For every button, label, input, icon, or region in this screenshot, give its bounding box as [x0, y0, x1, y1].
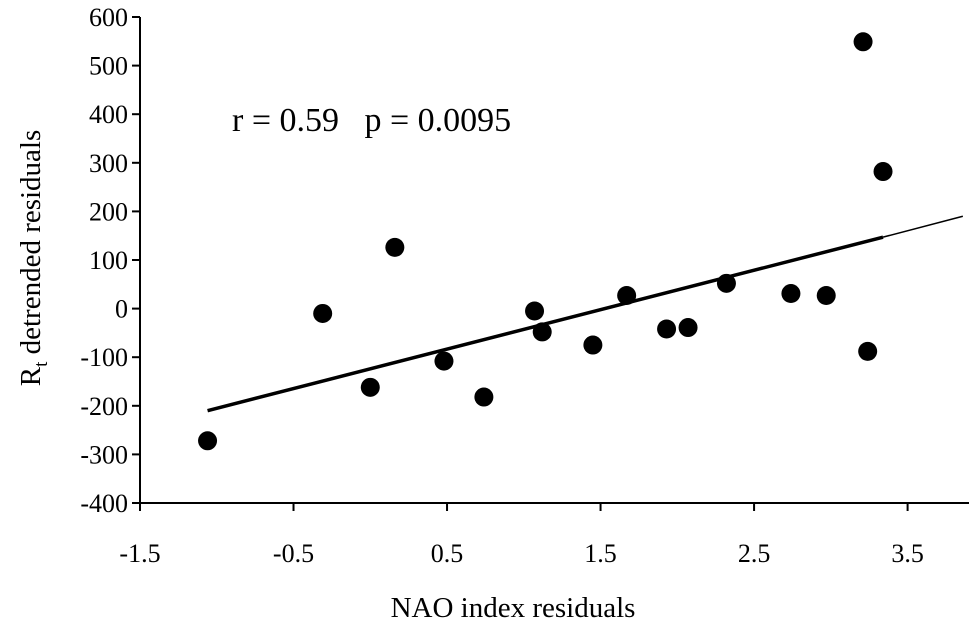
data-point: [360, 377, 380, 397]
data-point: [474, 387, 494, 407]
data-point: [385, 237, 405, 257]
data-point: [532, 322, 552, 342]
y-tick-label: -200: [80, 392, 128, 421]
x-tick-label: -1.5: [119, 539, 160, 568]
data-point: [583, 335, 603, 355]
y-tick-label: -400: [80, 489, 128, 518]
x-tick-label: 3.5: [891, 539, 924, 568]
y-axis-title-rest: detrended residuals: [15, 130, 47, 362]
y-tick-label: 200: [89, 197, 128, 226]
y-tick-label: 400: [89, 100, 128, 129]
data-point: [853, 32, 873, 52]
y-axis-title-subscript: t: [31, 361, 52, 367]
y-axis-ticks: -400 -300 -200 -100 0 100 200 300 400 500 600: [80, 3, 140, 518]
y-tick-label: 500: [89, 52, 128, 81]
y-axis-title-main: R: [15, 366, 47, 386]
correlation-annotation: r = 0.59 p = 0.0095: [232, 102, 511, 139]
data-point: [525, 301, 545, 321]
data-point: [816, 285, 836, 305]
y-tick-label: -300: [80, 440, 128, 469]
data-point: [657, 319, 677, 339]
data-point: [858, 341, 878, 361]
data-point: [313, 303, 333, 323]
x-axis-title: NAO index residuals: [391, 592, 636, 624]
x-axis-ticks: -1.5 -0.5 0.5 1.5 2.5 3.5: [119, 503, 924, 568]
y-axis-title: Rt detrended residuals: [15, 130, 52, 387]
data-point: [198, 431, 218, 451]
x-tick-label: 2.5: [738, 539, 771, 568]
x-tick-label: 0.5: [431, 539, 464, 568]
data-points: [198, 32, 893, 451]
data-point: [716, 273, 736, 293]
axes: [139, 17, 969, 504]
y-tick-label: 600: [89, 3, 128, 32]
data-point: [873, 162, 893, 182]
y-tick-label: 0: [115, 295, 128, 324]
regression-line-extension: [882, 215, 964, 238]
data-point: [617, 285, 637, 305]
x-tick-label: 1.5: [584, 539, 617, 568]
data-point: [781, 284, 801, 304]
data-point: [434, 351, 454, 371]
data-point: [678, 318, 698, 338]
y-tick-label: 100: [89, 246, 128, 275]
y-tick-label: -100: [80, 343, 128, 372]
y-tick-label: 300: [89, 149, 128, 178]
x-tick-label: -0.5: [273, 539, 314, 568]
